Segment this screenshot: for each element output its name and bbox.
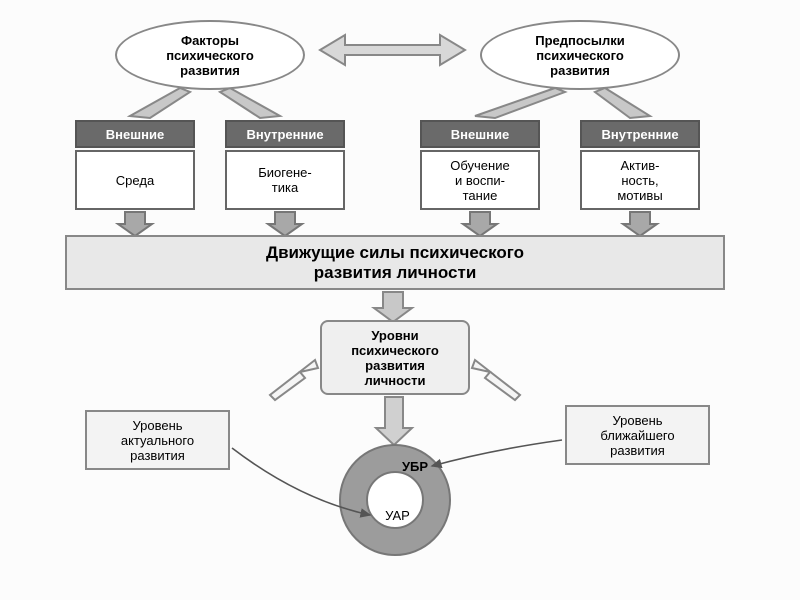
factor-activity: Актив- ность, мотивы bbox=[580, 150, 700, 210]
cat-internal-1: Внутренние bbox=[225, 120, 345, 148]
ring-outer-label: УБР bbox=[390, 456, 440, 476]
level-proximal: Уровень ближайшего развития bbox=[565, 405, 710, 465]
factor-education: Обучение и воспи- тание bbox=[420, 150, 540, 210]
levels-box: Уровни психического развития личности bbox=[320, 320, 470, 395]
cat-external-2: Внешние bbox=[420, 120, 540, 148]
driving-forces-banner: Движущие силы психического развития личн… bbox=[65, 235, 725, 290]
factor-to-banner-arrows bbox=[118, 212, 657, 236]
ring-inner-label: УАР bbox=[375, 506, 420, 524]
ellipse-to-cat-arrows bbox=[130, 88, 650, 118]
cat-external-1: Внешние bbox=[75, 120, 195, 148]
cat-internal-2: Внутренние bbox=[580, 120, 700, 148]
bidir-arrow bbox=[320, 35, 465, 65]
ellipse-factors: Факторы психического развития bbox=[115, 20, 305, 90]
factor-biogenetics: Биогене- тика bbox=[225, 150, 345, 210]
level-actual: Уровень актуального развития bbox=[85, 410, 230, 470]
levels-to-ring-arrow bbox=[376, 397, 412, 445]
banner-to-levels-arrow bbox=[374, 292, 412, 322]
ellipse-prerequisites: Предпосылки психического развития bbox=[480, 20, 680, 90]
factor-environment: Среда bbox=[75, 150, 195, 210]
leaf-to-ring-arrows bbox=[232, 440, 562, 515]
